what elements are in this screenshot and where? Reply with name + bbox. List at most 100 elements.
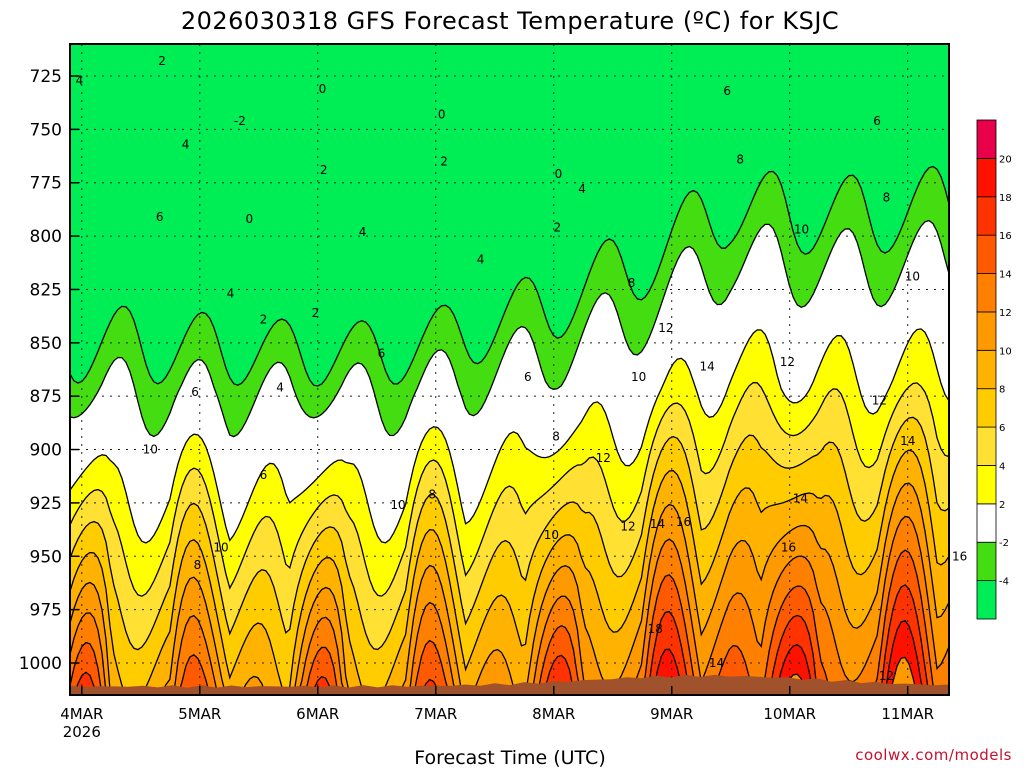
legend-swatch [976, 388, 997, 428]
contour-label: 4 [182, 137, 190, 151]
y-tick-label-975: 975 [30, 601, 62, 621]
legend-swatch [976, 119, 997, 159]
contour-label: 10 [631, 370, 646, 384]
legend-label-20: 20 [999, 154, 1012, 165]
contour-label: 8 [883, 191, 891, 205]
y-tick-label-750: 750 [30, 120, 62, 140]
contour-label: 12 [879, 669, 894, 683]
plot-field [70, 44, 949, 695]
contour-8 [70, 449, 949, 695]
legend-label-18: 18 [999, 193, 1012, 204]
x-tick-label-7MAR: 7MAR [414, 705, 457, 723]
contour-label: 6 [191, 385, 199, 399]
contour-label: 4 [578, 182, 586, 196]
contour-label: 18 [648, 622, 663, 636]
x-tick-label-9MAR: 9MAR [650, 705, 693, 723]
x-tick-label-10MAR: 10MAR [763, 705, 816, 723]
y-tick-label-825: 825 [30, 280, 62, 300]
legend-label--4: -4 [999, 577, 1009, 588]
contour-label: 2 [320, 163, 328, 177]
contour-label: 10 [794, 223, 809, 237]
legend-swatch [976, 580, 997, 620]
legend-label-6: 6 [999, 423, 1005, 434]
contour-label: 4 [276, 381, 284, 395]
contour-label: 6 [378, 346, 386, 360]
y-tick-label-775: 775 [30, 174, 62, 194]
contour-label: 16 [676, 515, 691, 529]
credit-text: coolwx.com/models [855, 746, 1012, 764]
plot-frame [69, 43, 950, 696]
x-tick-label-8MAR: 8MAR [532, 705, 575, 723]
legend-swatch [976, 234, 997, 274]
y-tick-label-850: 850 [30, 334, 62, 354]
contour-10 [70, 482, 949, 695]
legend-swatch [976, 311, 997, 351]
contour-label: 10 [143, 443, 158, 457]
contour-label: 8 [428, 487, 436, 501]
contour-label: 12 [872, 393, 887, 407]
contour-label: 6 [723, 84, 731, 98]
x-tick-label-11MAR: 11MAR [881, 705, 934, 723]
y-tick-label-1000: 1000 [19, 654, 62, 674]
contour-label: 4 [477, 253, 485, 267]
contour-label: 6 [260, 468, 268, 482]
contour-label: 8 [628, 276, 636, 290]
contour-label: 14 [900, 434, 915, 448]
contour-label: 0 [555, 167, 563, 181]
contour-label: 8 [194, 558, 202, 572]
contour-label: 12 [596, 451, 611, 465]
contour-label: 2 [553, 221, 561, 235]
contour-label: 12 [658, 321, 673, 335]
legend-label--2: -2 [999, 538, 1009, 549]
chart-title: 2026030318 GFS Forecast Temperature (ºC)… [181, 7, 839, 35]
contour-label: 14 [699, 359, 714, 373]
contour-label: -2 [234, 114, 246, 128]
y-tick-label-800: 800 [30, 227, 62, 247]
contour-label: 2 [312, 306, 320, 320]
contour-4 [70, 381, 949, 597]
color-legend: -4 -2 2 4 6 8 10 12 14 16 18 20 [976, 119, 1012, 620]
legend-swatch [976, 273, 997, 313]
legend-label-10: 10 [999, 346, 1012, 357]
contour-14 [70, 549, 949, 695]
y-tick-label-875: 875 [30, 387, 62, 407]
contour-label: 2 [260, 312, 268, 326]
contour-label: 6 [156, 210, 164, 224]
contour-label: 4 [76, 73, 84, 87]
y-tick-label-725: 725 [30, 67, 62, 87]
contour-label: 10 [213, 541, 228, 555]
contour-label: 16 [781, 541, 796, 555]
ground-surface [70, 674, 949, 695]
legend-swatch [976, 196, 997, 236]
contour-18 [70, 619, 949, 695]
legend-swatch [976, 503, 997, 543]
contour-label: 12 [620, 519, 635, 533]
x-tick-year: 2026 [63, 723, 101, 741]
contour-label: 10 [905, 270, 920, 284]
legend-label-4: 4 [999, 461, 1005, 472]
contour-label: 14 [793, 492, 808, 506]
contour-label: 14 [709, 656, 724, 670]
y-tick-label-900: 900 [30, 441, 62, 461]
legend-swatch [976, 426, 997, 466]
contour-label: 6 [873, 114, 881, 128]
y-axis: 725 750 775 800 825 850 875 900 925 950 975 1000 [19, 67, 79, 674]
contour-label: 10 [544, 528, 559, 542]
legend-label-14: 14 [999, 270, 1012, 281]
band-below--4 [70, 44, 949, 386]
contour--4 [70, 165, 949, 387]
legend-label-12: 12 [999, 308, 1012, 319]
contour-label: 8 [552, 430, 560, 444]
contour-16 [70, 584, 949, 695]
x-tick-label-6MAR: 6MAR [296, 705, 339, 723]
contour-label: 4 [227, 287, 235, 301]
x-tick-label-4MAR: 4MAR [60, 705, 103, 723]
legend-swatch [976, 349, 997, 390]
x-axis-label: Forecast Time (UTC) [414, 747, 605, 768]
contour-label: 0 [246, 212, 254, 226]
contour-label: 12 [780, 355, 795, 369]
y-tick-label-925: 925 [30, 494, 62, 514]
